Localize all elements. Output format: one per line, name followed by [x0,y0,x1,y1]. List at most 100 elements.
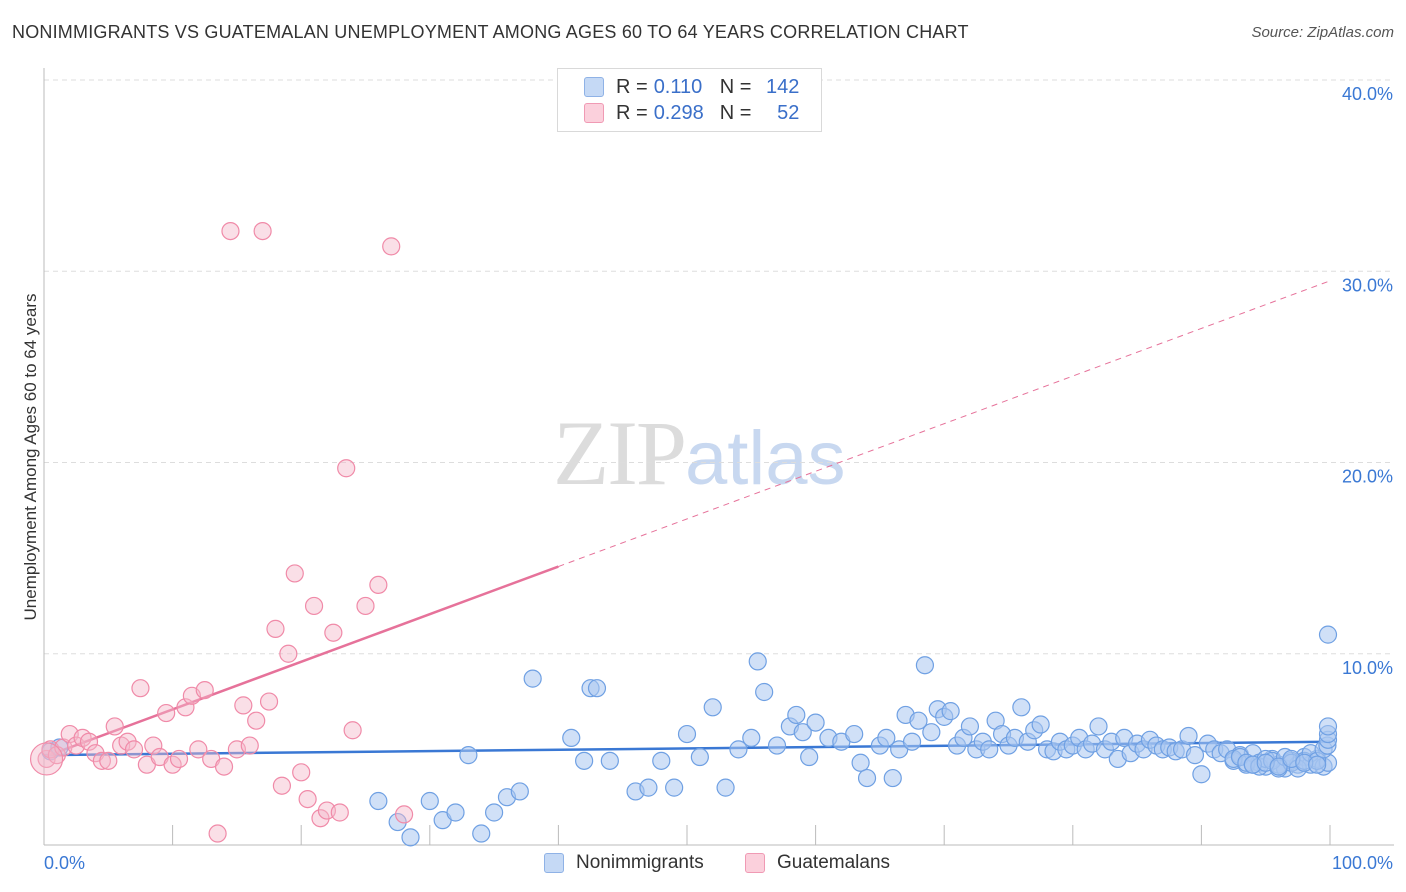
guatemalans-point [169,749,189,769]
y-tick-label: 10.0% [1342,658,1393,678]
guatemalans-point [105,717,124,736]
data-points [29,221,1338,847]
legend-row-nonimmigrants: R = 0.110 N = 142 [584,74,799,100]
nonimmigrants-point [1318,717,1338,736]
guatemalans-point [240,736,259,755]
legend-n-label: N = [719,101,752,124]
guatemalans-trend-extension [558,280,1331,568]
bottom-legend-nonimmigrants: Nonimmigrants [544,852,704,874]
tick-labels: Unemployment Among Ages 60 to 64 years 10… [21,84,1393,873]
nonimmigrants-point [600,751,619,770]
guatemalans-point [279,644,298,663]
nonimmigrants-point [459,746,478,765]
nonimmigrants-point [1089,717,1108,736]
watermark: ZIPatlas [553,400,846,506]
guatemalans-point [247,711,266,730]
nonimmigrants-point [806,713,825,732]
nonimmigrants-point [1318,625,1338,644]
guatemalans-point [208,824,227,843]
guatemalans-point [131,679,150,698]
guatemalans-point [337,459,356,478]
nonimmigrants-point [800,747,819,767]
nonimmigrants-point [523,669,542,688]
y-tick-label: 30.0% [1342,275,1393,295]
nonimmigrants-point [1308,755,1327,774]
guatemalans-point [144,736,163,755]
guatemalans-point [176,698,195,717]
watermark-atlas: atlas [685,416,846,501]
nonimmigrants-point [510,782,529,801]
y-tick-label: 20.0% [1342,467,1393,487]
nonimmigrants-point [485,803,504,822]
guatemalans-point [369,575,388,595]
legend-r-value: 0.110 [653,75,703,98]
guatemalans-point [330,803,349,822]
guatemalans-point [37,749,56,769]
guatemalans-point [29,742,64,776]
nonimmigrants-point [883,768,902,788]
nonimmigrants-point [922,723,941,742]
legend-r-label: R = [616,101,648,124]
y-tick-label: 40.0% [1342,84,1393,104]
guatemalans-point [266,619,285,638]
guatemalans-point [221,221,240,241]
nonimmigrants-point [420,791,439,811]
nonimmigrants-point [729,740,748,759]
guatemalans-point [214,757,234,776]
nonimmigrants-point [845,724,864,744]
guatemalans-point [259,692,279,711]
nonimmigrants-point [915,656,935,675]
guatemalans-point [92,751,111,770]
guatemalans-point [253,221,272,241]
nonimmigrants-point [652,751,671,770]
bottom-legend-label: Nonimmigrants [576,852,704,873]
nonimmigrants-point [665,778,684,797]
nonimmigrants-point [857,768,877,788]
nonimmigrants-point [902,732,922,751]
nonimmigrants-point [716,778,735,797]
guatemalans-point [285,564,304,583]
guatemalans-point [189,740,208,759]
guatemalans-point [324,623,343,642]
nonimmigrants-point [960,717,980,736]
nonimmigrants-point [562,728,581,748]
chart-title: NONIMMIGRANTS VS GUATEMALAN UNEMPLOYMENT… [12,22,969,42]
nonimmigrants-point [639,778,658,797]
watermark-zip: ZIP [553,402,687,504]
guatemalans-point [292,763,311,782]
nonimmigrants-point [980,740,999,759]
legend-n-value: 52 [777,101,800,124]
legend-row-guatemalans: R = 0.298 N = 52 [584,100,799,126]
guatemalans-point [124,740,144,759]
nonimmigrants-point [1012,698,1031,717]
nonimmigrants-point [1192,765,1211,784]
trend-lines [43,280,1331,759]
x-tick-label: 0.0% [44,853,85,873]
nonimmigrants-point [587,679,607,698]
nonimmigrants-point [369,791,388,811]
nonimmigrants-point [793,723,812,742]
guatemalans-point [157,703,176,723]
guatemalans-point [343,721,362,740]
legend-n-value: 142 [766,75,800,98]
nonimmigrants-point [472,824,491,843]
bottom-legend-guatemalans: Guatemalans [745,852,890,874]
bottom-legend-label: Guatemalans [777,852,891,873]
y-axis-label: Unemployment Among Ages 60 to 64 years [21,294,40,621]
axis-ticks [43,825,1331,845]
axes [43,68,1394,846]
nonimmigrants-point [1185,746,1205,765]
nonimmigrants-point [909,711,928,730]
bottom-legend-swatch-guatemalans [745,853,765,873]
guatemalans-point [195,680,214,700]
x-tick-label: 100.0% [1332,853,1393,873]
nonimmigrants-point [767,736,787,755]
legend-swatch-nonimmigrants [584,77,604,97]
nonimmigrants-point [877,728,896,748]
nonimmigrants-point [742,728,761,748]
source-label: Source: ZipAtlas.com [1251,24,1394,41]
guatemalans-point [298,789,317,809]
nonimmigrants-point [755,682,774,702]
grid [44,79,1394,655]
